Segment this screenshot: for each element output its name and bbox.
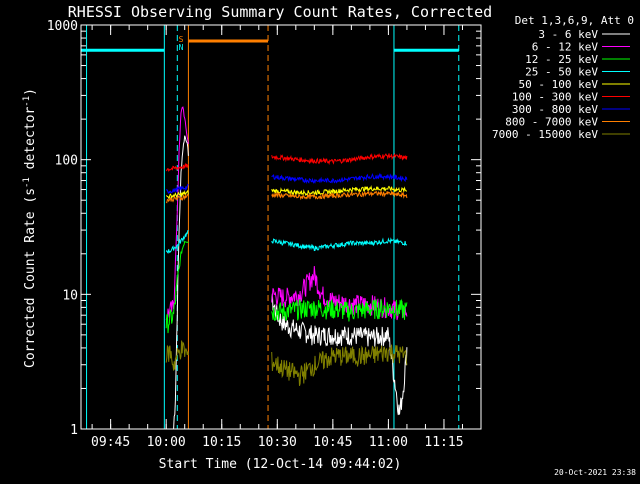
y-tick-label: 1 — [70, 423, 78, 438]
legend-label: 25 - 50 keV — [525, 66, 598, 79]
series-line — [271, 237, 408, 252]
series-line — [165, 162, 189, 173]
series-line — [165, 106, 189, 321]
y-axis-label-sup1: -1 — [22, 177, 32, 188]
legend-label: 3 - 6 keV — [538, 28, 598, 41]
legend-label: 300 - 800 keV — [512, 103, 598, 116]
series-line — [165, 240, 189, 334]
legend-label: 100 - 300 keV — [512, 91, 598, 104]
series-line — [271, 344, 408, 387]
x-tick-label: 10:30 — [258, 435, 297, 450]
series-line — [271, 152, 408, 166]
series-line — [271, 266, 408, 321]
plot-layer: SN — [81, 25, 460, 430]
series-line — [271, 293, 408, 416]
y-tick-label: 1000 — [47, 19, 78, 34]
y-axis-label-end: ) — [23, 88, 38, 96]
series-line — [165, 193, 189, 204]
x-tick-label: 09:45 — [91, 435, 130, 450]
y-axis-label-sup2: -1 — [22, 96, 32, 107]
plot-frame — [80, 24, 482, 430]
legend-title: Det 1,3,6,9, Att 0 — [515, 14, 634, 27]
legend-label: 50 - 100 keV — [519, 78, 599, 91]
series-line — [271, 184, 408, 197]
flag-label: S — [179, 35, 184, 44]
legend-label: 12 - 25 keV — [525, 53, 598, 66]
x-tick-label: 11:15 — [424, 435, 463, 450]
flag-label: N — [179, 43, 184, 52]
series-line — [165, 183, 189, 194]
axis-layer: 1 10 100 1000 09:45 10:00 10:15 10:30 10:45 11:00… — [47, 19, 482, 450]
x-tick-label: 10:00 — [147, 435, 186, 450]
series-line — [165, 229, 189, 254]
y-tick-label: 10 — [62, 288, 78, 303]
legend-label: 6 - 12 keV — [532, 41, 599, 54]
legend-label: 7000 - 15000 keV — [492, 128, 598, 141]
series-line — [271, 189, 408, 201]
x-tick-label: 10:45 — [313, 435, 352, 450]
x-tick-label: 10:15 — [202, 435, 241, 450]
x-axis-label: Start Time (12-Oct-14 09:44:02) — [159, 457, 402, 472]
timestamp: 20-Oct-2021 23:38 — [554, 468, 636, 477]
series-line — [165, 189, 189, 199]
x-tick-label: 11:00 — [369, 435, 408, 450]
series-line — [271, 298, 408, 322]
series-line — [165, 340, 189, 371]
series-line — [173, 135, 189, 430]
y-axis-label-main: Corrected Count Rate (s — [23, 188, 38, 368]
chart-title: RHESSI Observing Summary Count Rates, Co… — [68, 3, 492, 21]
y-tick-label: 100 — [55, 154, 78, 169]
y-axis-label: Corrected Count Rate (s-1 detector-1) — [22, 88, 38, 368]
series-line — [271, 172, 408, 185]
y-axis-label-mid: detector — [23, 107, 38, 178]
legend-label: 800 - 7000 keV — [505, 116, 598, 129]
